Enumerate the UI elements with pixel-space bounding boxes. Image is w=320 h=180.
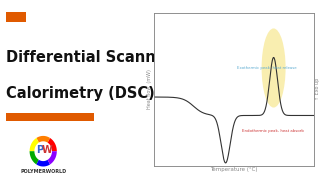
FancyBboxPatch shape [6, 113, 94, 121]
Polygon shape [30, 138, 39, 151]
Text: POLYMERWORLD: POLYMERWORLD [20, 169, 66, 174]
Y-axis label: Heat flow  (mW): Heat flow (mW) [147, 69, 152, 109]
Text: P: P [36, 145, 43, 155]
Polygon shape [48, 138, 57, 151]
X-axis label: Temperature (°C): Temperature (°C) [210, 167, 257, 172]
Polygon shape [36, 136, 50, 143]
Ellipse shape [262, 28, 286, 108]
Text: Endothermic peak- heat absorb: Endothermic peak- heat absorb [242, 129, 303, 133]
FancyBboxPatch shape [6, 12, 26, 22]
Polygon shape [36, 160, 50, 166]
Polygon shape [48, 151, 57, 165]
Text: Differential Scanning: Differential Scanning [6, 50, 182, 65]
Text: Calorimetry (DSC): Calorimetry (DSC) [6, 86, 155, 101]
Text: W: W [42, 145, 52, 155]
Y-axis label: ↑ Exo up: ↑ Exo up [315, 78, 320, 100]
Text: Exothermic peak- heat release: Exothermic peak- heat release [237, 66, 296, 70]
Polygon shape [30, 151, 39, 165]
